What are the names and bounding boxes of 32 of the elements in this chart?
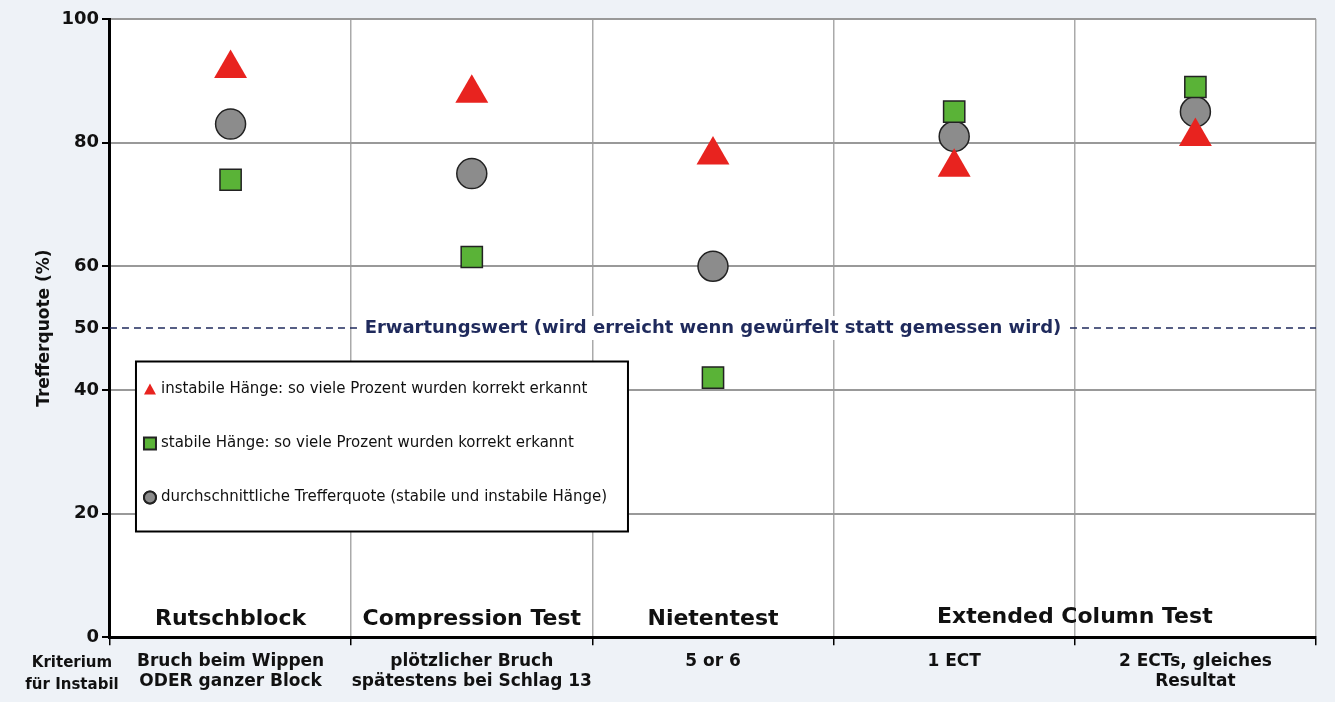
point <box>219 168 242 192</box>
x-tick-label: 1 ECT <box>927 649 982 670</box>
annotation: Rutschblock <box>155 604 308 630</box>
point <box>701 366 725 389</box>
legend-label: durchschnittliche Trefferquote (stabile und instabile Hänge) <box>160 487 608 506</box>
legend-label: instabile Hänge: so viele Prozent wurden korrekt erkannt <box>160 379 588 398</box>
annotation: Extended Column Test <box>936 602 1214 628</box>
y-tick-label: 20 <box>73 501 99 523</box>
ref-line-label: Erwartungswert (wird erreicht wenn gewürfelt statt gemessen wird) <box>364 315 1062 337</box>
x-tick-label: plötzlicher Bruch spätestens bei Schlag 13 <box>351 649 592 691</box>
x-tick-label: Bruch beim Wippen ODER ganzer Block <box>136 649 325 691</box>
x-tick-label: 5 or 6 <box>685 649 741 670</box>
annotation: Compression Test <box>362 604 582 630</box>
point <box>938 120 970 153</box>
y-axis-title: Trefferquote (%) <box>32 249 53 407</box>
point <box>697 250 729 283</box>
y-tick-label: 60 <box>73 253 99 275</box>
y-tick-label: 50 <box>73 315 99 337</box>
legend-label: stabile Hänge: so viele Prozent wurden korrekt erkannt <box>160 433 574 452</box>
point <box>1179 95 1212 128</box>
point <box>456 157 488 190</box>
annotation: Nietentest <box>647 604 779 630</box>
point <box>460 245 484 269</box>
point <box>942 100 966 124</box>
point <box>214 108 247 140</box>
text: Kriterium für Instabil <box>25 653 119 694</box>
x-tick-label: 2 ECTs, gleiches Resultat <box>1118 649 1272 691</box>
point <box>1184 75 1207 99</box>
y-tick-label: 100 <box>61 6 99 28</box>
y-tick-label: 40 <box>73 377 99 399</box>
y-tick-label: 80 <box>73 130 99 152</box>
y-tick-label: 0 <box>86 624 99 646</box>
